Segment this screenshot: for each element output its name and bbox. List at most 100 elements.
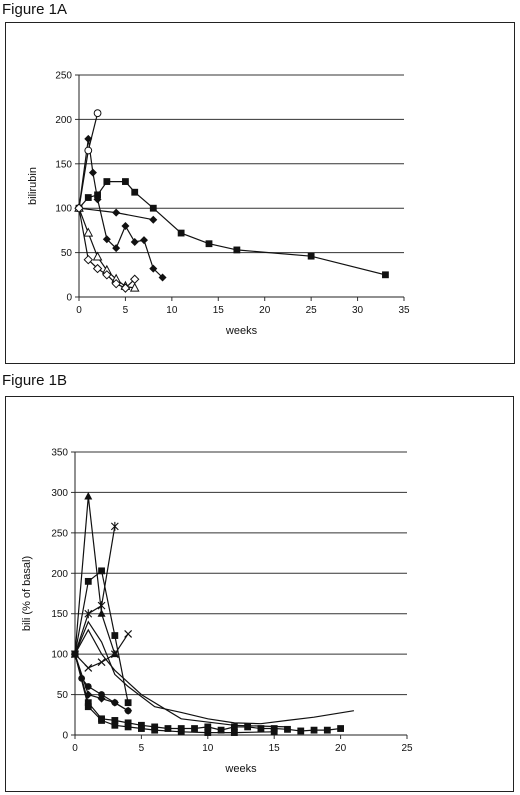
chart-1a-series-1-point	[177, 229, 185, 237]
chart-1a-series-1-point	[205, 240, 213, 248]
chart-1a-series-6-point	[111, 278, 121, 289]
chart-1b-series-10-point	[124, 723, 132, 731]
chart-1a-series-1-point	[382, 271, 389, 279]
chart-1b-series-10	[71, 650, 278, 736]
chart-1a-x-tick-label: 30	[352, 305, 364, 316]
chart-1b-series-3-point	[98, 567, 105, 575]
chart-1b-x-tick-label: 15	[269, 743, 281, 754]
chart-1a-x-tick-label: 25	[306, 305, 318, 316]
chart-1b-y-tick-label: 350	[51, 448, 68, 459]
chart-1b-series-9-point	[257, 725, 265, 732]
chart-1a-series-5-point	[92, 251, 103, 261]
chart-1b-x-tick-label: 0	[72, 743, 78, 754]
chart-1b-series-10-point	[98, 717, 105, 724]
chart-1b-series-1-point	[97, 609, 106, 617]
figure-1b-label: Figure 1B	[2, 372, 68, 389]
chart-1b-series-9-point	[191, 725, 198, 732]
chart-1b-y-tick-label: 50	[57, 690, 69, 701]
chart-1a-series-6-point	[102, 270, 112, 280]
chart-1a-series-1-point	[233, 246, 241, 254]
chart-panel-1b: 0 50 100 150 200 250 300 350 0 5 10 15 20 25 weeks bili…	[5, 396, 514, 792]
chart-1b-series-10-point	[270, 728, 278, 736]
chart-1a-svg: 0 50 100 150 200 250 0 5 10 15 20 25 30 35 weeks biliru…	[27, 71, 410, 338]
chart-1b-y-tick-label: 150	[51, 609, 68, 620]
chart-1a-series-3-point	[88, 168, 97, 177]
chart-1a-series-6-point	[92, 263, 103, 274]
chart-1b-series-3-point	[111, 632, 119, 639]
chart-1b-series-9-point	[323, 726, 331, 734]
chart-1a-x-axis-label: weeks	[225, 325, 258, 337]
chart-1b-series-9-point	[337, 725, 344, 732]
chart-1a-series-2	[75, 204, 158, 224]
chart-1a-series-6-point	[83, 254, 93, 265]
chart-1a-x-tick-label: 5	[123, 305, 129, 316]
chart-1a-series-3-point	[149, 264, 158, 273]
chart-1b-series-6	[74, 628, 288, 728]
chart-1b-series-7-point	[97, 694, 106, 703]
chart-1b-series-9-point	[230, 723, 238, 731]
chart-1a-x-tick-label: 0	[76, 305, 82, 316]
chart-1b-series-2-line	[74, 526, 116, 655]
chart-1a-series-6	[74, 203, 140, 293]
chart-1b-series-5-line	[74, 620, 354, 725]
chart-1a-series-3	[75, 134, 167, 282]
chart-1b-x-tick-label: 5	[139, 743, 145, 754]
chart-1b-y-tick-label: 0	[62, 731, 68, 742]
chart-1a-y-axis-label: bilirubin	[27, 167, 39, 205]
chart-1b-series-9-point	[111, 717, 119, 724]
chart-1b-series-10-point	[204, 729, 212, 736]
chart-1b-x-tick-label: 10	[202, 743, 214, 754]
chart-1b-series-9-point	[84, 699, 92, 707]
chart-1b-series-9-point	[297, 727, 305, 735]
chart-1a-series-6-point	[74, 203, 84, 213]
chart-1b-y-tick-label: 200	[51, 569, 68, 580]
chart-1a-series-1	[75, 178, 389, 279]
chart-1a-series-5-point	[83, 227, 94, 237]
chart-1b-x-axis-label: weeks	[224, 763, 257, 775]
chart-1b-x-tick-label: 25	[401, 743, 413, 754]
chart-1b-series-9-point	[164, 725, 172, 732]
chart-1b-y-tick-label: 300	[51, 488, 68, 499]
chart-1a-series-3-point	[130, 237, 139, 246]
chart-1a-y-tick-label: 250	[55, 71, 72, 82]
chart-1b-series-4-point	[110, 650, 119, 659]
chart-1a-y-tick-label: 150	[55, 159, 72, 170]
chart-1a-x-tick-label: 15	[213, 305, 225, 316]
chart-1b-series-2-point	[97, 601, 106, 611]
chart-1b-y-tick-label: 100	[51, 650, 68, 661]
chart-1a-series-4-point	[84, 146, 93, 155]
chart-1b-series-9-point	[244, 723, 252, 731]
chart-1a-series-1-point	[103, 178, 111, 185]
chart-1b-y-tick-label: 250	[51, 528, 68, 539]
chart-1a-series-3-point	[140, 236, 148, 245]
chart-1b-series-6-line	[74, 628, 288, 728]
chart-1b-series-4-point	[97, 658, 106, 667]
chart-1a-x-tick-label: 35	[398, 305, 410, 316]
chart-1b-series-8-point	[98, 691, 105, 698]
chart-1a-series-1-point	[122, 178, 129, 185]
chart-1a-series-5-point	[129, 282, 140, 292]
chart-1b-series-9-point	[284, 725, 291, 733]
chart-1b-series-5	[74, 620, 354, 725]
chart-1b-series-2-point	[84, 609, 93, 619]
chart-1b-series-9-point	[217, 726, 225, 734]
chart-1b-series-3-point	[84, 577, 92, 585]
chart-1b-series-9-point	[124, 719, 132, 727]
chart-1b-series-10-point	[230, 729, 238, 736]
figure-1a-label: Figure 1A	[2, 1, 68, 18]
chart-1a-x-tick-label: 20	[259, 305, 271, 316]
chart-1a-series-4-point	[93, 109, 102, 118]
chart-1a-series-3-point	[121, 221, 130, 230]
chart-1b-series-8-point	[84, 683, 92, 690]
chart-1b-x-tick-label: 20	[335, 743, 347, 754]
chart-1a-series-1-point	[84, 194, 92, 201]
chart-1b-series-2-point	[110, 521, 119, 531]
chart-1a-series-2-point	[112, 208, 121, 217]
chart-1b-series-8-point	[111, 699, 119, 707]
chart-1a-series-1-point	[149, 204, 157, 212]
chart-1b-series-9-point	[204, 723, 212, 731]
chart-1b-series-1-point	[84, 491, 93, 500]
chart-1b-series-10-point	[151, 726, 159, 734]
chart-1a-x-tick-label: 10	[166, 305, 178, 316]
chart-1b-series-10-point	[71, 650, 79, 658]
